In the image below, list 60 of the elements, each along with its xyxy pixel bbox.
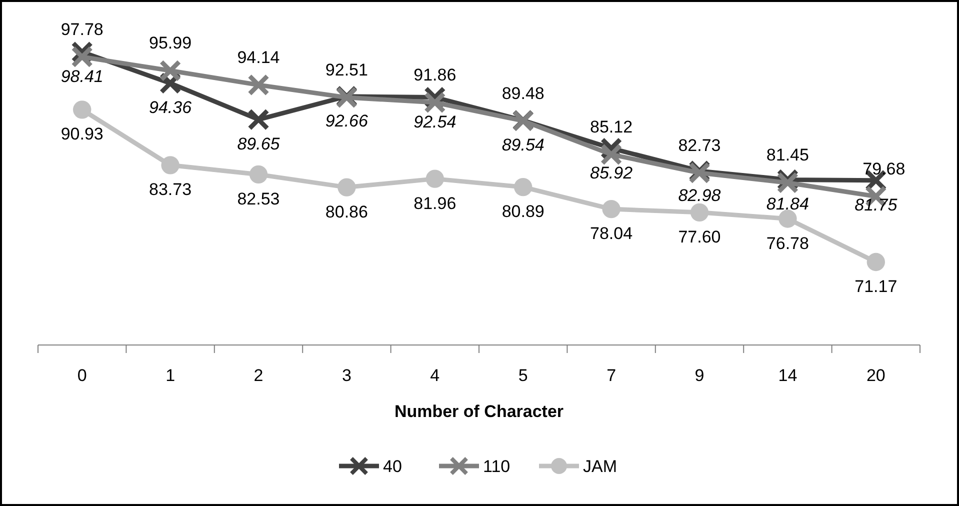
legend-label: JAM (583, 457, 617, 476)
data-label: 81.96 (414, 194, 456, 213)
data-label: 90.93 (60, 124, 104, 144)
point (249, 165, 268, 184)
data-label: 89.65 (237, 134, 280, 154)
point (424, 92, 446, 114)
data-label: 92.54 (414, 112, 456, 132)
data-label: 94.14 (237, 48, 280, 67)
point (159, 60, 182, 82)
x-tick-label: 5 (518, 366, 528, 385)
data-label: 85.92 (590, 163, 634, 182)
data-label: 77.60 (678, 227, 721, 246)
data-label: 89.54 (502, 135, 544, 154)
point (690, 203, 709, 222)
point (248, 108, 270, 130)
data-label: 89.48 (502, 84, 544, 103)
x-tick-label: 9 (694, 366, 704, 385)
data-label: 81.84 (766, 194, 809, 214)
point (866, 252, 885, 272)
data-label: 78.04 (590, 224, 633, 244)
data-label: 81.45 (766, 146, 809, 165)
data-label: 83.73 (149, 180, 192, 200)
point (248, 74, 270, 96)
data-label: 79.68 (862, 159, 906, 178)
data-label: 92.51 (325, 60, 368, 80)
x-tick-label: 3 (342, 366, 352, 385)
data-label: 91.86 (414, 65, 456, 84)
point (778, 210, 797, 228)
x-tick-label: 0 (77, 366, 87, 385)
point (161, 156, 180, 174)
data-label: 71.17 (854, 277, 898, 296)
data-label: 80.86 (325, 202, 368, 222)
data-label: 95.99 (149, 34, 192, 53)
data-label: 97.78 (60, 20, 104, 39)
data-label: 92.66 (325, 111, 369, 130)
x-axis-title: Number of Character (394, 402, 564, 421)
legend-label: 110 (483, 457, 510, 476)
x-tick-label: 7 (606, 366, 616, 385)
x-tick-label: 2 (254, 366, 264, 385)
data-label: 94.36 (149, 98, 192, 118)
x-tick-label: 14 (778, 366, 798, 385)
point (73, 100, 92, 119)
point (71, 46, 94, 68)
data-label: 82.73 (678, 136, 721, 155)
data-label: 82.98 (678, 186, 722, 205)
x-tick-label: 1 (166, 366, 176, 385)
data-label: 85.12 (590, 117, 633, 136)
point (426, 170, 444, 188)
point (600, 143, 622, 166)
x-tick-label: 20 (866, 366, 886, 385)
data-label: 80.89 (502, 202, 544, 222)
point (338, 178, 356, 196)
x-tick-label: 4 (430, 366, 440, 385)
legend-label: 40 (383, 457, 402, 476)
data-label: 82.53 (237, 189, 280, 208)
data-label: 76.78 (766, 234, 809, 253)
data-label: 81.75 (854, 195, 898, 214)
point (602, 200, 620, 218)
point (514, 178, 532, 196)
data-label: 98.41 (60, 67, 104, 86)
